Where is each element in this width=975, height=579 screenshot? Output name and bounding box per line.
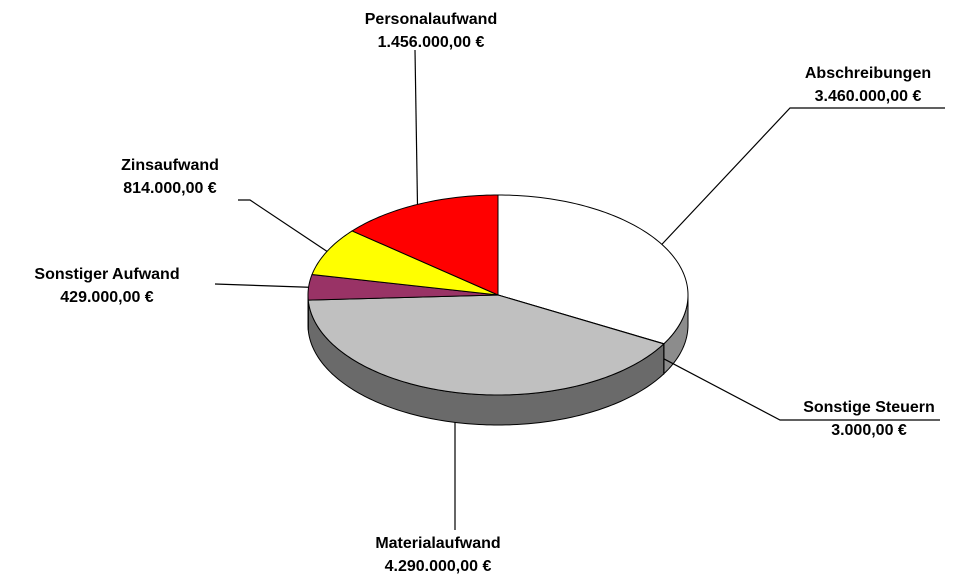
- leader-line: [238, 199, 328, 252]
- slice-label: Sonstige Steuern: [803, 399, 935, 416]
- value-label: 4.290.000,00 €: [385, 558, 492, 575]
- slice-label: Personalaufwand: [365, 11, 497, 28]
- pie-slice: [311, 230, 499, 296]
- leader-line: [661, 107, 945, 245]
- slice-label: Zinsaufwand: [121, 157, 219, 174]
- value-label: 1.456.000,00 €: [378, 34, 485, 51]
- leader-line: [214, 283, 309, 288]
- pie-slice: [307, 294, 665, 396]
- slice-label: Materialaufwand: [375, 535, 500, 552]
- value-label: 3.460.000,00 €: [815, 88, 922, 105]
- pie-slice: [307, 273, 499, 301]
- value-label: 814.000,00 €: [123, 180, 217, 197]
- value-label: 429.000,00 €: [60, 289, 154, 306]
- slice-label: Sonstiger Aufwand: [34, 266, 179, 283]
- value-label: 3.000,00 €: [831, 422, 907, 439]
- slice-label: Abschreibungen: [805, 65, 931, 82]
- leader-line: [414, 49, 419, 205]
- leader-line: [663, 358, 940, 421]
- pie-slice: [497, 194, 689, 345]
